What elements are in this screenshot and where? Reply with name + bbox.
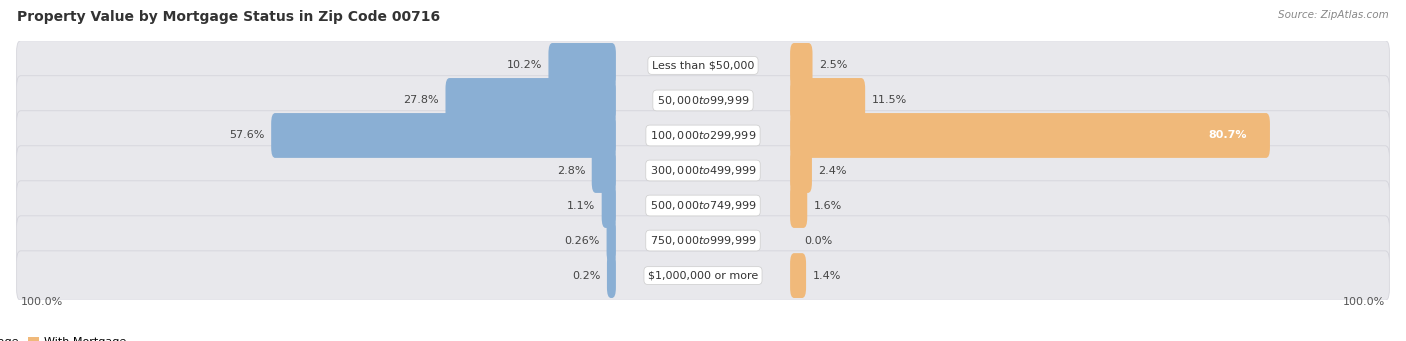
FancyBboxPatch shape (790, 148, 811, 193)
FancyBboxPatch shape (606, 218, 616, 263)
Text: $100,000 to $299,999: $100,000 to $299,999 (650, 129, 756, 142)
FancyBboxPatch shape (790, 113, 1270, 158)
Text: 27.8%: 27.8% (404, 95, 439, 105)
Text: $500,000 to $749,999: $500,000 to $749,999 (650, 199, 756, 212)
FancyBboxPatch shape (271, 113, 616, 158)
FancyBboxPatch shape (17, 181, 1389, 230)
Text: 2.8%: 2.8% (557, 165, 585, 176)
Text: $50,000 to $99,999: $50,000 to $99,999 (657, 94, 749, 107)
Text: Property Value by Mortgage Status in Zip Code 00716: Property Value by Mortgage Status in Zip… (17, 10, 440, 24)
Text: 1.4%: 1.4% (813, 270, 841, 281)
Text: 11.5%: 11.5% (872, 95, 907, 105)
FancyBboxPatch shape (17, 41, 1389, 90)
Text: Source: ZipAtlas.com: Source: ZipAtlas.com (1278, 10, 1389, 20)
FancyBboxPatch shape (790, 43, 813, 88)
FancyBboxPatch shape (17, 76, 1389, 125)
Text: 10.2%: 10.2% (506, 60, 541, 71)
Text: 100.0%: 100.0% (21, 297, 63, 307)
FancyBboxPatch shape (790, 78, 865, 123)
FancyBboxPatch shape (17, 111, 1389, 160)
Text: $300,000 to $499,999: $300,000 to $499,999 (650, 164, 756, 177)
FancyBboxPatch shape (17, 146, 1389, 195)
Legend: Without Mortgage, With Mortgage: Without Mortgage, With Mortgage (0, 332, 131, 341)
Text: 57.6%: 57.6% (229, 131, 264, 140)
FancyBboxPatch shape (790, 183, 807, 228)
Text: 2.4%: 2.4% (818, 165, 846, 176)
FancyBboxPatch shape (446, 78, 616, 123)
Text: $750,000 to $999,999: $750,000 to $999,999 (650, 234, 756, 247)
Text: Less than $50,000: Less than $50,000 (652, 60, 754, 71)
Text: 2.5%: 2.5% (820, 60, 848, 71)
Text: $1,000,000 or more: $1,000,000 or more (648, 270, 758, 281)
FancyBboxPatch shape (17, 251, 1389, 300)
Text: 80.7%: 80.7% (1208, 131, 1247, 140)
FancyBboxPatch shape (548, 43, 616, 88)
FancyBboxPatch shape (592, 148, 616, 193)
Text: 0.0%: 0.0% (804, 236, 832, 246)
Text: 1.1%: 1.1% (567, 201, 595, 210)
Text: 0.2%: 0.2% (572, 270, 600, 281)
FancyBboxPatch shape (602, 183, 616, 228)
FancyBboxPatch shape (17, 216, 1389, 265)
Text: 100.0%: 100.0% (1343, 297, 1385, 307)
Text: 1.6%: 1.6% (814, 201, 842, 210)
Text: 0.26%: 0.26% (565, 236, 600, 246)
FancyBboxPatch shape (607, 253, 616, 298)
FancyBboxPatch shape (790, 253, 806, 298)
